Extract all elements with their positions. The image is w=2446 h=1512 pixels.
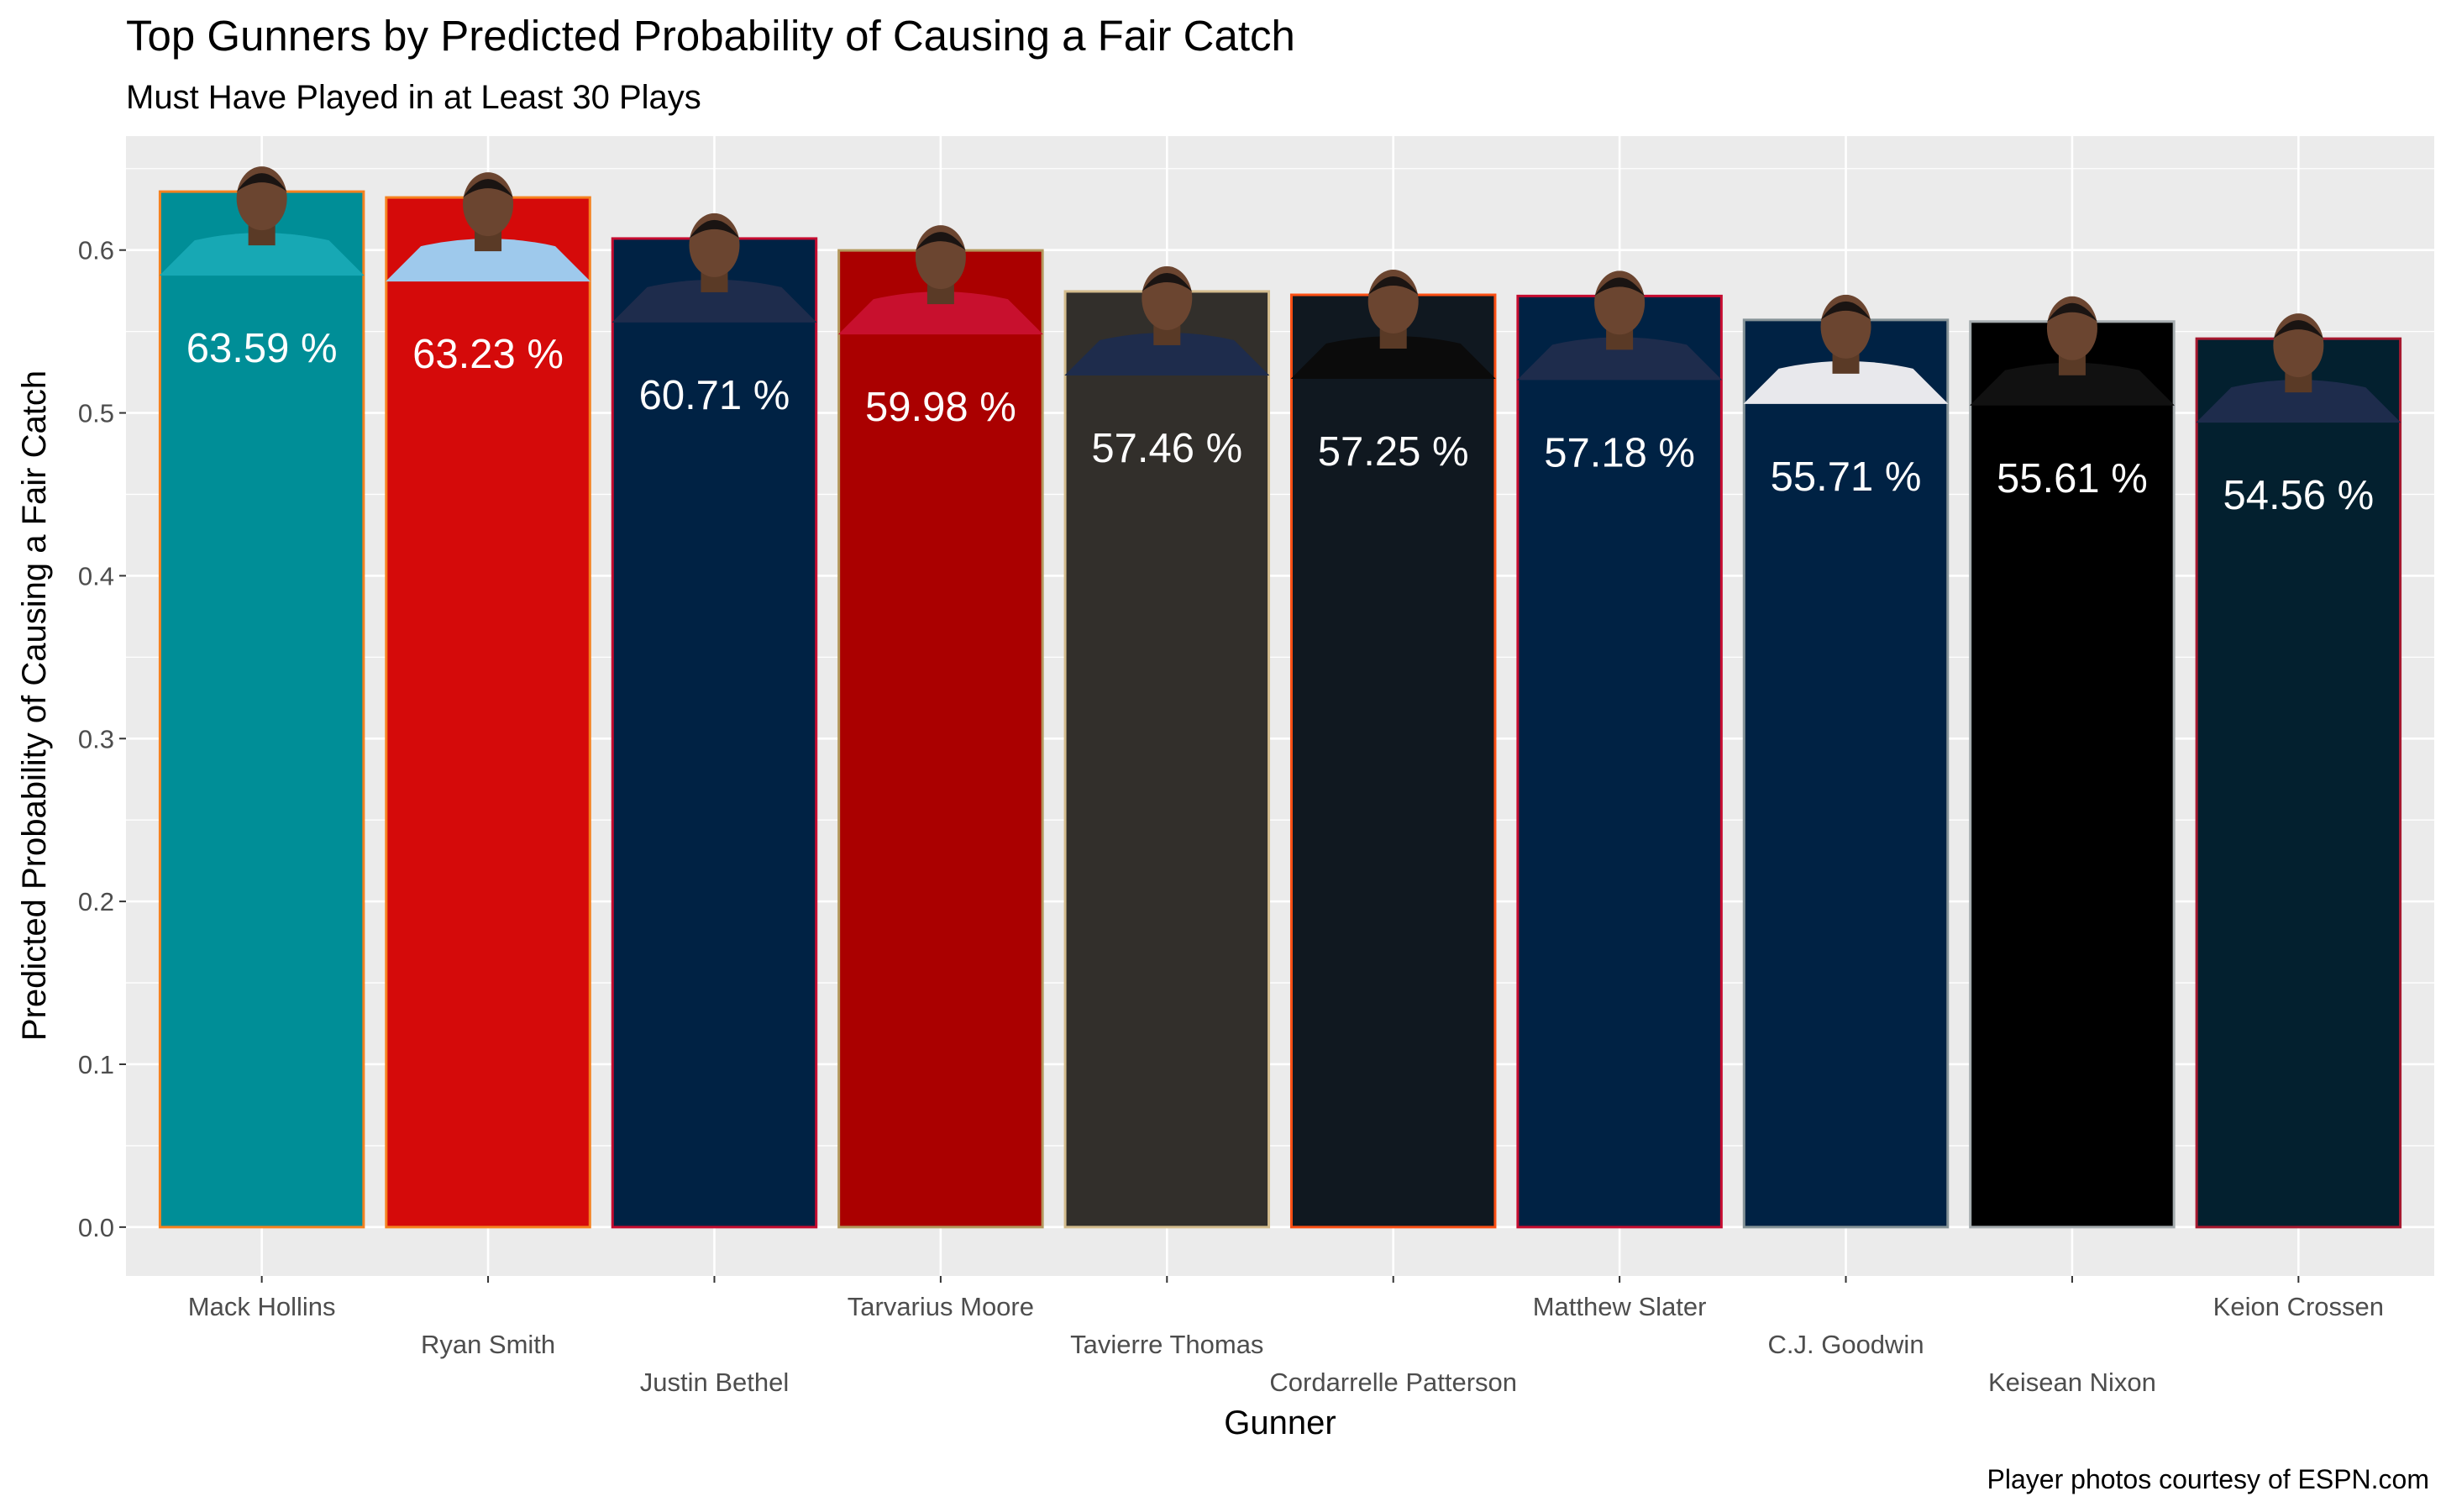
hair-shape bbox=[689, 219, 740, 239]
y-tick-label: 0.6 bbox=[78, 236, 114, 265]
player-photo bbox=[159, 166, 365, 276]
hair-shape bbox=[463, 179, 514, 198]
jersey-shape bbox=[2196, 380, 2401, 423]
jersey-shape bbox=[1290, 336, 1496, 380]
bar bbox=[1289, 293, 1497, 1229]
hair-shape bbox=[1820, 301, 1871, 320]
jersey-shape bbox=[159, 233, 365, 276]
x-tick-label: Tavierre Thomas bbox=[1070, 1330, 1263, 1359]
bar-value-label: 55.71 % bbox=[1771, 454, 1922, 500]
hair-shape bbox=[915, 232, 966, 251]
x-tick-label: Ryan Smith bbox=[421, 1330, 555, 1359]
hair-shape bbox=[236, 173, 287, 192]
bar-value-label: 57.25 % bbox=[1318, 429, 1469, 475]
bar bbox=[1742, 318, 1950, 1229]
player-photo bbox=[1743, 294, 1949, 404]
x-tick-label: Tarvarius Moore bbox=[848, 1292, 1034, 1321]
hair-shape bbox=[1367, 276, 1419, 296]
hair-shape bbox=[2046, 302, 2097, 322]
x-axis: Mack Hollins Ryan Smith Justin Bethel Tarva… bbox=[188, 1276, 2384, 1397]
x-tick-label: Justin Bethel bbox=[640, 1368, 790, 1397]
bar-value-label: 63.23 % bbox=[412, 332, 564, 377]
y-axis: 0.0 0.1 0.2 0.3 0.4 0.5 0.6 bbox=[78, 236, 126, 1242]
x-tick-label: C.J. Goodwin bbox=[1767, 1330, 1924, 1359]
player-photo bbox=[386, 172, 591, 282]
jersey-shape bbox=[612, 279, 817, 323]
y-tick-label: 0.5 bbox=[78, 399, 114, 428]
player-photo bbox=[1969, 296, 2175, 406]
bar-group: 55.61 % bbox=[1969, 296, 2176, 1229]
jersey-shape bbox=[1517, 337, 1723, 381]
bar bbox=[1516, 294, 1723, 1229]
hair-shape bbox=[1594, 277, 1646, 297]
y-axis-title: Predicted Probability of Causing a Fair … bbox=[16, 370, 53, 1041]
bar-group: 57.25 % bbox=[1289, 270, 1497, 1229]
jersey-shape bbox=[1969, 362, 2175, 406]
x-tick-label: Keisean Nixon bbox=[1988, 1368, 2156, 1397]
bar-value-label: 60.71 % bbox=[639, 373, 790, 418]
bar-value-label: 63.59 % bbox=[186, 326, 338, 371]
jersey-shape bbox=[1743, 360, 1949, 404]
bar bbox=[385, 196, 591, 1229]
y-tick-label: 0.0 bbox=[78, 1213, 114, 1242]
hair-shape bbox=[2273, 320, 2324, 339]
bar-value-label: 59.98 % bbox=[865, 385, 1016, 430]
player-photo bbox=[1517, 270, 1723, 381]
chart-title: Top Gunners by Predicted Probability of … bbox=[126, 12, 1295, 60]
bar bbox=[158, 190, 365, 1229]
bar-value-label: 54.56 % bbox=[2223, 473, 2374, 518]
y-tick-label: 0.4 bbox=[78, 561, 114, 591]
player-photo bbox=[612, 213, 817, 323]
bar-value-label: 57.18 % bbox=[1544, 430, 1695, 475]
player-photo bbox=[837, 225, 1043, 335]
bar-value-label: 55.61 % bbox=[1997, 456, 2148, 501]
jersey-shape bbox=[1064, 332, 1270, 375]
bar-group: 60.71 % bbox=[611, 213, 818, 1229]
y-tick-label: 0.1 bbox=[78, 1050, 114, 1079]
jersey-shape bbox=[837, 291, 1043, 335]
jersey-shape bbox=[386, 239, 591, 282]
y-tick-label: 0.3 bbox=[78, 724, 114, 753]
chart-subtitle: Must Have Played in at Least 30 Plays bbox=[126, 79, 701, 116]
player-photo bbox=[2196, 313, 2401, 423]
x-tick-label: Matthew Slater bbox=[1533, 1292, 1707, 1321]
bar bbox=[1969, 320, 2176, 1229]
bar-group: 54.56 % bbox=[2195, 313, 2402, 1229]
x-tick-label: Cordarrelle Patterson bbox=[1269, 1368, 1517, 1397]
bar bbox=[837, 249, 1044, 1229]
bar bbox=[2195, 337, 2402, 1229]
bar-group: 57.46 % bbox=[1063, 265, 1271, 1229]
x-tick-label: Mack Hollins bbox=[188, 1292, 336, 1321]
player-photo bbox=[1064, 265, 1270, 375]
caption: Player photos courtesy of ESPN.com bbox=[1987, 1464, 2429, 1494]
bar-group: 63.59 % bbox=[158, 166, 365, 1229]
bar-group: 57.18 % bbox=[1516, 270, 1723, 1229]
y-tick-label: 0.2 bbox=[78, 887, 114, 916]
bar-group: 55.71 % bbox=[1742, 294, 1950, 1229]
hair-shape bbox=[1142, 272, 1193, 291]
x-axis-title: Gunner bbox=[1224, 1404, 1336, 1441]
player-photo bbox=[1290, 270, 1496, 380]
bar-value-label: 57.46 % bbox=[1091, 426, 1242, 471]
x-tick-label: Keion Crossen bbox=[2213, 1292, 2384, 1321]
bar bbox=[1063, 290, 1271, 1229]
bars: 63.59 % 63.23 % 60.71 % 59.98 % 57.46 % 57.25… bbox=[158, 166, 2402, 1229]
bar-group: 63.23 % bbox=[385, 172, 591, 1229]
bar-group: 59.98 % bbox=[837, 225, 1044, 1229]
